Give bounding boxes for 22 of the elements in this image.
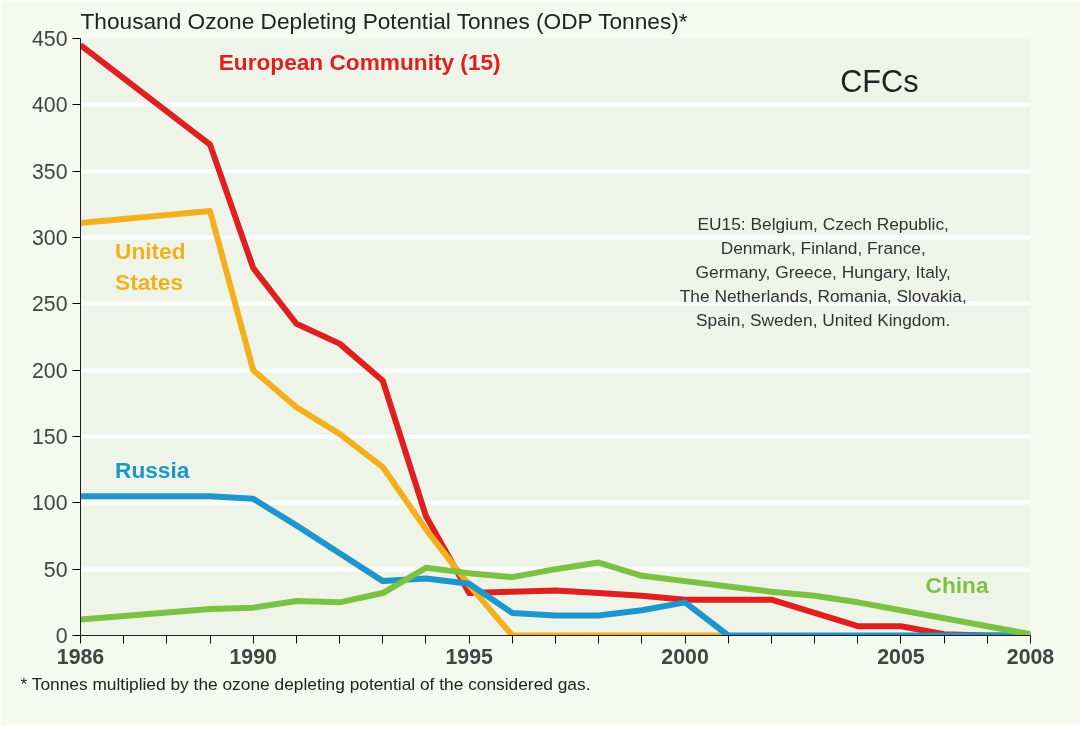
text: European Community (15): [218, 49, 501, 76]
y-tick-label: 150: [31, 425, 68, 449]
series-label: China: [925, 572, 989, 599]
y-tick-label: 350: [31, 159, 68, 184]
y-tick-label: 300: [31, 226, 68, 250]
y-tick-label: 450: [31, 27, 68, 51]
series-label: Russia: [115, 456, 190, 483]
series-label: United States: [115, 238, 186, 296]
annotation: CFCs: [840, 63, 919, 98]
y-tick-label: 250: [31, 292, 68, 317]
annotation: EU15: Belgium, Czech Republic, Denmark, Finland, France, Germany, Greece, Hungary, Italy, The Netherlands, Romania, Slovakia, Spain, Sweden, United Kingdom.: [679, 213, 967, 330]
y-tick-label: 200: [31, 358, 68, 383]
y-tick-label: 100: [31, 491, 68, 516]
chart-title: Thousand Ozone Depleting Potential Tonnes (ODP Tonnes)*: [80, 7, 688, 34]
x-tick-label: 2005: [877, 644, 925, 669]
x-tick-label: 2000: [661, 644, 709, 669]
x-tick-label: 2008: [1006, 644, 1055, 669]
y-tick-label: 50: [43, 557, 68, 582]
y-tick-label: 400: [31, 93, 68, 118]
x-tick-label: 1990: [229, 644, 277, 669]
text: * Tonnes multiplied by the ozone depleting potential of the considered gas.: [20, 673, 591, 694]
x-tick-label: 1995: [445, 644, 493, 669]
